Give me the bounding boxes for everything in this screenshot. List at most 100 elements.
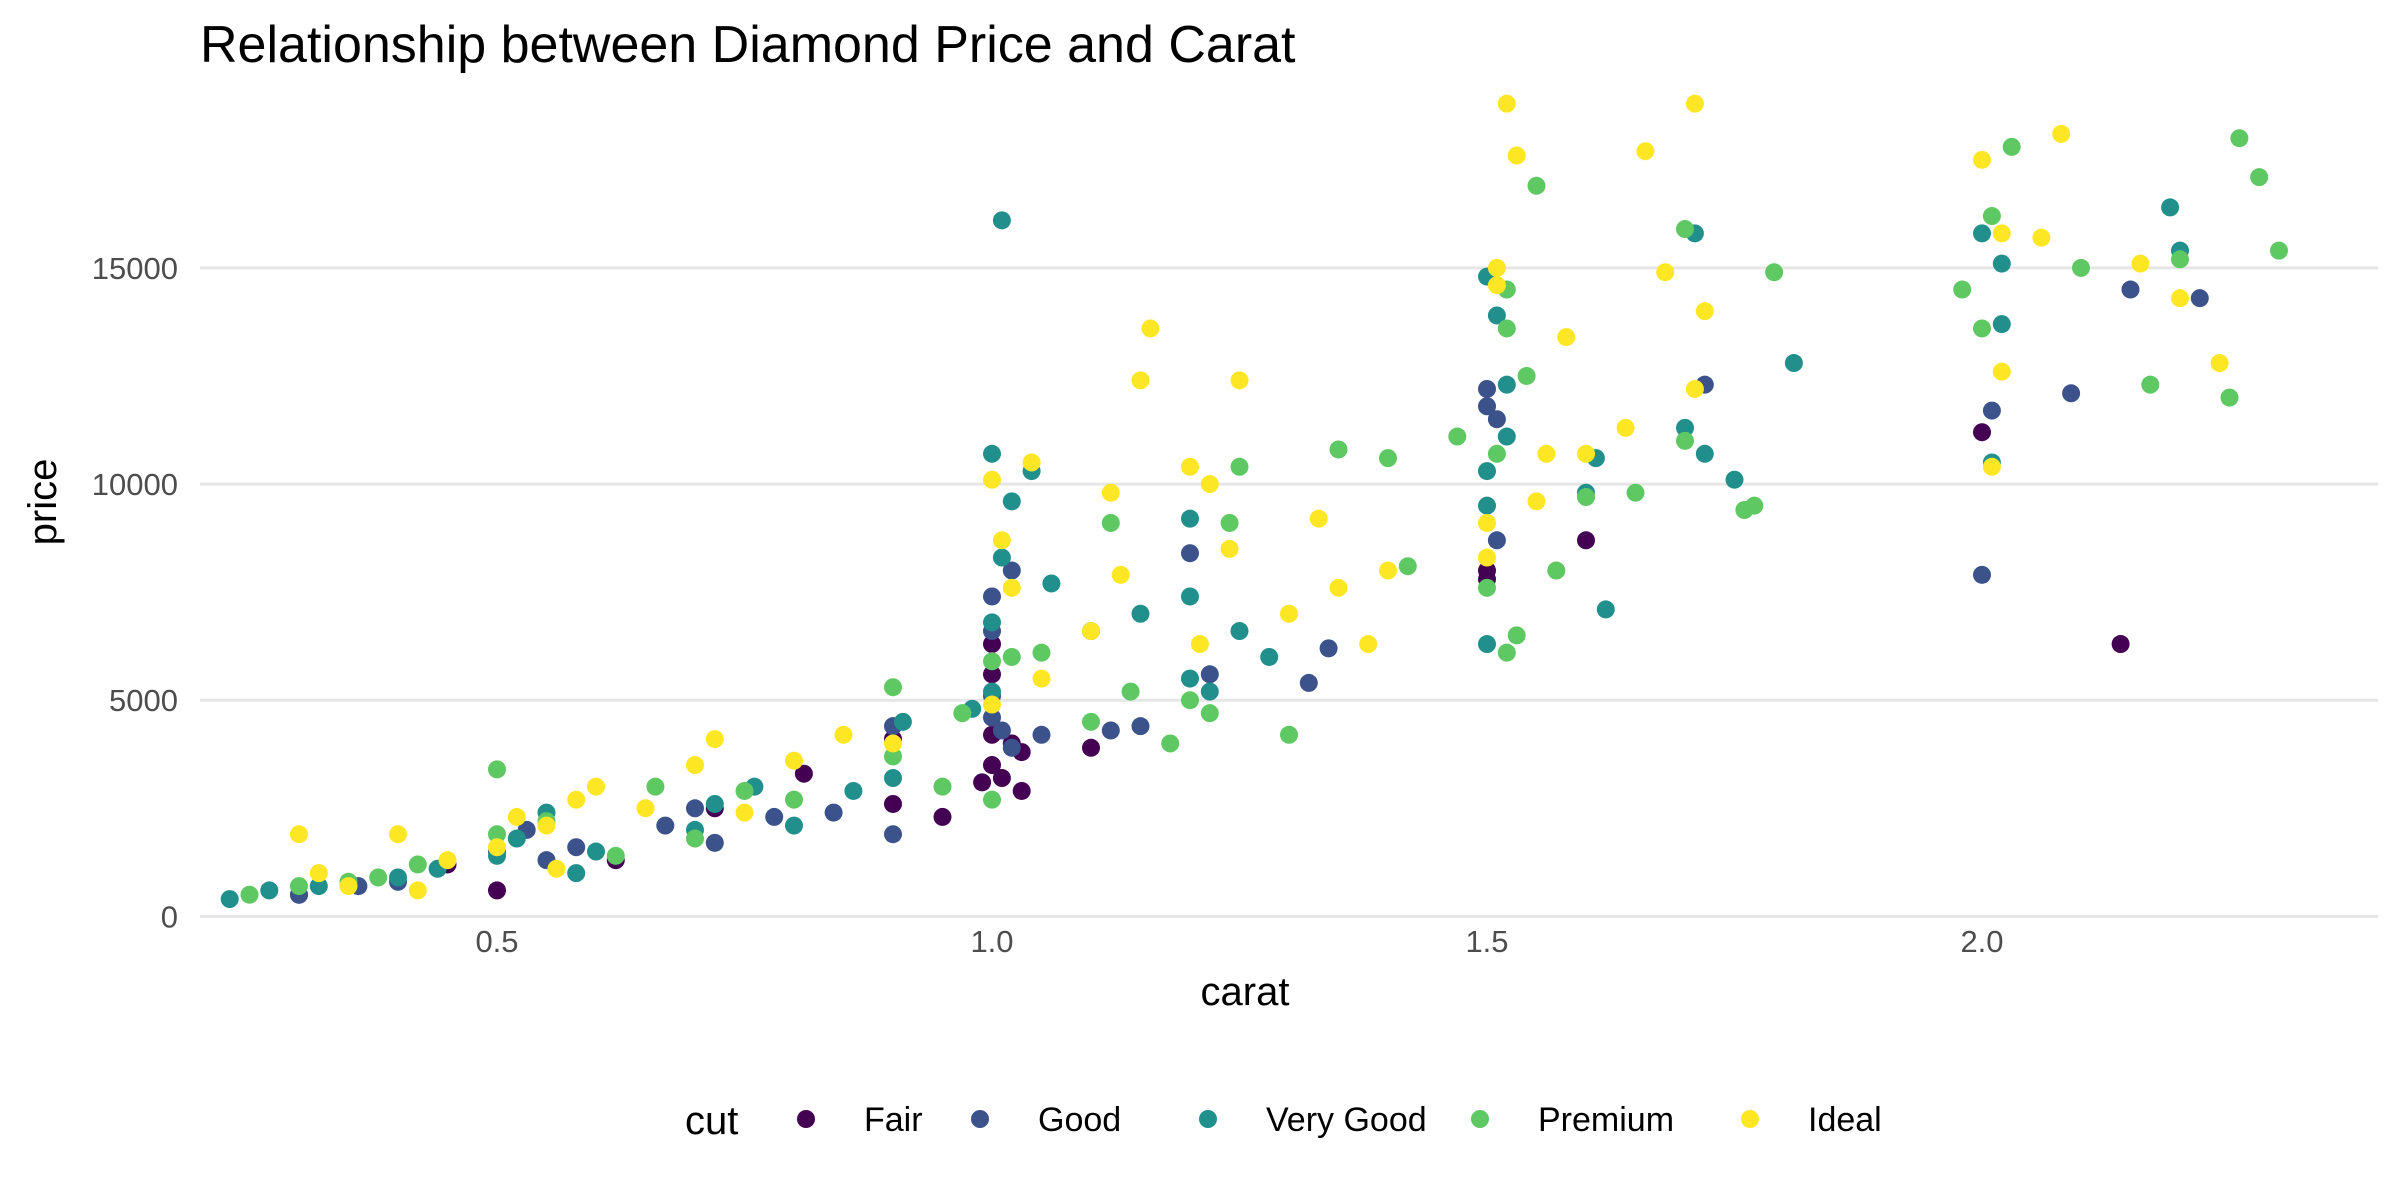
- data-point: [1577, 488, 1595, 507]
- series-very-good: [220, 198, 2189, 909]
- data-point: [2220, 388, 2239, 407]
- legend-key: [1199, 1110, 1217, 1128]
- data-point: [983, 682, 1001, 701]
- data-point: [567, 864, 586, 883]
- y-axis-title: price: [21, 459, 65, 546]
- data-point: [983, 635, 1001, 654]
- data-point: [933, 777, 952, 796]
- data-points: [220, 94, 2288, 909]
- data-point: [983, 695, 1001, 714]
- x-axis-ticks: 0.5 1.0 1.5 2.0: [475, 924, 2003, 959]
- data-point: [2141, 375, 2160, 394]
- data-point: [884, 747, 902, 766]
- data-point: [1359, 635, 1378, 654]
- data-point: [1181, 509, 1199, 528]
- data-point: [1032, 725, 1051, 744]
- data-point: [933, 807, 952, 826]
- data-point: [1487, 306, 1506, 325]
- data-point: [1745, 496, 1764, 515]
- data-point: [1111, 565, 1130, 584]
- data-point: [1626, 483, 1645, 502]
- chart-title: Relationship between Diamond Price and C…: [200, 16, 1296, 74]
- data-point: [1181, 669, 1199, 688]
- data-point: [1230, 371, 1249, 390]
- data-point: [2052, 124, 2071, 143]
- data-point: [992, 548, 1011, 567]
- data-point: [1478, 397, 1496, 416]
- data-point: [1478, 462, 1496, 481]
- data-point: [983, 444, 1001, 463]
- data-point: [1131, 717, 1150, 736]
- data-point: [1309, 509, 1328, 528]
- data-point: [1319, 639, 1338, 658]
- data-point: [1636, 142, 1655, 161]
- data-point: [309, 864, 328, 883]
- y-tick-label: 15000: [92, 251, 178, 286]
- data-point: [1765, 263, 1784, 282]
- data-point: [1527, 176, 1546, 195]
- data-point: [1507, 626, 1526, 645]
- data-point: [1685, 379, 1704, 398]
- data-point: [636, 799, 655, 818]
- data-point: [507, 807, 526, 826]
- data-point: [1379, 449, 1397, 468]
- data-point: [2072, 258, 2090, 277]
- data-point: [735, 781, 754, 800]
- data-point: [1448, 427, 1467, 446]
- data-point: [1379, 561, 1397, 580]
- data-point: [1478, 578, 1496, 597]
- data-point: [260, 881, 279, 900]
- series-ideal: [290, 94, 2229, 900]
- legend-key: [1471, 1110, 1489, 1128]
- data-point: [1953, 280, 1972, 299]
- data-point: [884, 825, 902, 844]
- data-point: [1487, 444, 1506, 463]
- legend-title: cut: [685, 1099, 738, 1143]
- data-point: [1181, 457, 1199, 476]
- data-point: [705, 833, 724, 852]
- data-point: [765, 807, 784, 826]
- data-point: [1497, 375, 1516, 394]
- data-point: [893, 712, 912, 731]
- data-point: [1676, 418, 1694, 437]
- legend-label: Ideal: [1808, 1101, 1882, 1139]
- data-point: [240, 885, 259, 904]
- data-point: [735, 803, 754, 822]
- data-point: [369, 868, 388, 887]
- data-point: [2171, 289, 2189, 308]
- data-point: [1616, 418, 1635, 437]
- data-point: [824, 803, 843, 822]
- data-point: [587, 777, 605, 796]
- data-point: [1992, 224, 2011, 243]
- data-point: [1487, 276, 1506, 295]
- data-point: [567, 838, 586, 857]
- data-point: [1478, 513, 1496, 532]
- data-point: [2002, 137, 2021, 156]
- data-point: [389, 825, 407, 844]
- data-point: [1973, 319, 1991, 338]
- data-point: [2270, 241, 2288, 260]
- data-point: [785, 816, 803, 835]
- data-point: [1161, 734, 1180, 753]
- data-point: [1230, 622, 1249, 641]
- data-point: [1002, 578, 1021, 597]
- legend: cut Fair Good Very Good Premium Ideal: [685, 1099, 1882, 1143]
- data-point: [1280, 725, 1298, 744]
- data-point: [1676, 431, 1694, 450]
- data-point: [408, 881, 427, 900]
- data-point: [1220, 539, 1239, 558]
- y-tick-label: 10000: [92, 467, 178, 502]
- data-point: [1547, 561, 1566, 580]
- data-point: [953, 704, 972, 723]
- data-point: [646, 777, 665, 796]
- legend-key: [797, 1110, 815, 1128]
- y-tick-label: 0: [161, 899, 178, 934]
- data-point: [408, 855, 427, 874]
- data-point: [339, 877, 358, 896]
- data-point: [1012, 781, 1031, 800]
- data-point: [1101, 721, 1120, 740]
- data-point: [1557, 328, 1576, 347]
- data-point: [2032, 228, 2051, 247]
- data-point: [1478, 548, 1496, 567]
